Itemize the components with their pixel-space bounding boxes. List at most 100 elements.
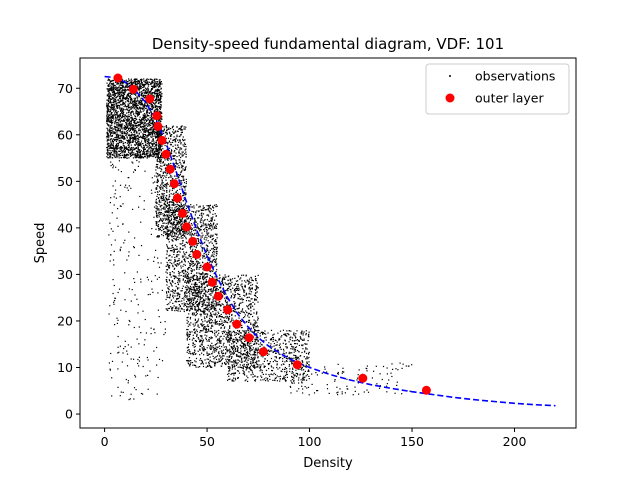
observation-point xyxy=(128,149,130,151)
observation-point xyxy=(154,81,157,83)
observation-point xyxy=(210,271,212,273)
observation-point xyxy=(127,93,129,95)
observation-point xyxy=(106,82,108,84)
observation-point xyxy=(216,233,218,235)
observation-point xyxy=(110,107,112,109)
observation-point xyxy=(200,266,202,269)
observation-point xyxy=(169,295,171,297)
observation-point xyxy=(177,270,180,273)
observation-point xyxy=(175,175,177,177)
observation-point xyxy=(174,223,176,226)
observation-point xyxy=(109,117,111,119)
observation-point xyxy=(254,366,256,368)
observation-point xyxy=(114,156,116,158)
observation-point xyxy=(125,115,127,118)
observation-point xyxy=(137,140,139,142)
observation-point xyxy=(152,105,154,107)
observation-point xyxy=(216,314,218,316)
observation-point xyxy=(153,141,155,143)
observation-point xyxy=(121,154,123,156)
observation-point xyxy=(163,206,165,208)
observation-point xyxy=(161,130,163,132)
observation-point xyxy=(215,225,217,228)
observation-point xyxy=(172,203,174,205)
observation-point xyxy=(245,310,247,312)
observation-point xyxy=(132,118,134,120)
observation-point xyxy=(184,258,186,260)
observation-point xyxy=(144,114,146,116)
observation-point xyxy=(228,359,230,361)
observation-point xyxy=(106,119,108,122)
observation-point xyxy=(158,132,160,134)
observation-point xyxy=(152,126,154,128)
observation-point xyxy=(209,249,211,251)
observation-point xyxy=(121,120,123,122)
observation-point xyxy=(161,83,163,85)
observation-point xyxy=(190,206,192,208)
observation-point xyxy=(123,127,125,129)
observation-point xyxy=(156,134,158,136)
observation-point xyxy=(162,213,164,215)
observation-point xyxy=(247,356,249,358)
observation-point xyxy=(176,298,178,300)
observation-point xyxy=(147,85,149,87)
observation-point xyxy=(214,227,216,229)
observation-point xyxy=(166,191,168,193)
observation-point xyxy=(139,120,141,122)
observation-point xyxy=(188,217,190,219)
observation-point xyxy=(175,300,177,302)
observation-point xyxy=(185,156,187,158)
observation-point xyxy=(180,127,182,129)
observation-point xyxy=(211,276,213,278)
observation-point xyxy=(109,127,111,129)
observation-point xyxy=(130,126,132,128)
observation-point xyxy=(203,242,205,244)
observation-point xyxy=(148,91,150,93)
observation-point xyxy=(199,221,201,223)
observation-point xyxy=(116,138,118,140)
observation-point xyxy=(191,307,193,309)
observation-point xyxy=(200,226,203,228)
observation-point xyxy=(203,346,205,348)
observation-point xyxy=(114,128,116,130)
observation-point xyxy=(143,118,145,120)
observation-point xyxy=(169,226,171,228)
observation-point xyxy=(113,151,115,153)
observation-point xyxy=(165,211,167,213)
observation-point xyxy=(140,81,142,83)
observation-point xyxy=(172,212,175,214)
observation-point xyxy=(119,126,121,128)
observation-point xyxy=(213,249,215,251)
observation-point xyxy=(181,148,183,150)
observation-point xyxy=(137,151,139,153)
observation-point xyxy=(109,152,111,154)
observation-point xyxy=(132,124,134,126)
observation-point xyxy=(204,292,206,294)
observation-point xyxy=(156,131,158,133)
observation-point xyxy=(160,213,162,215)
observation-point xyxy=(146,134,148,137)
observation-point xyxy=(180,129,182,131)
observation-point xyxy=(141,118,143,120)
observation-point xyxy=(192,248,194,250)
observation-point xyxy=(175,275,177,277)
observation-point xyxy=(176,263,178,265)
observation-point xyxy=(113,91,115,93)
observation-point xyxy=(106,139,109,141)
observation-point xyxy=(239,312,241,314)
observation-point xyxy=(106,147,108,149)
observation-point xyxy=(141,82,143,84)
observation-point xyxy=(135,97,137,99)
observation-point xyxy=(200,273,202,276)
observation-point xyxy=(128,106,131,108)
observation-point xyxy=(108,130,110,132)
observation-point xyxy=(213,303,215,305)
observation-point xyxy=(195,258,197,260)
observation-point xyxy=(214,320,216,322)
observation-point xyxy=(119,137,121,139)
observation-point xyxy=(140,123,143,125)
observation-point xyxy=(212,216,214,218)
observation-point xyxy=(213,322,215,324)
observation-point xyxy=(166,127,168,129)
observation-point xyxy=(139,125,142,128)
